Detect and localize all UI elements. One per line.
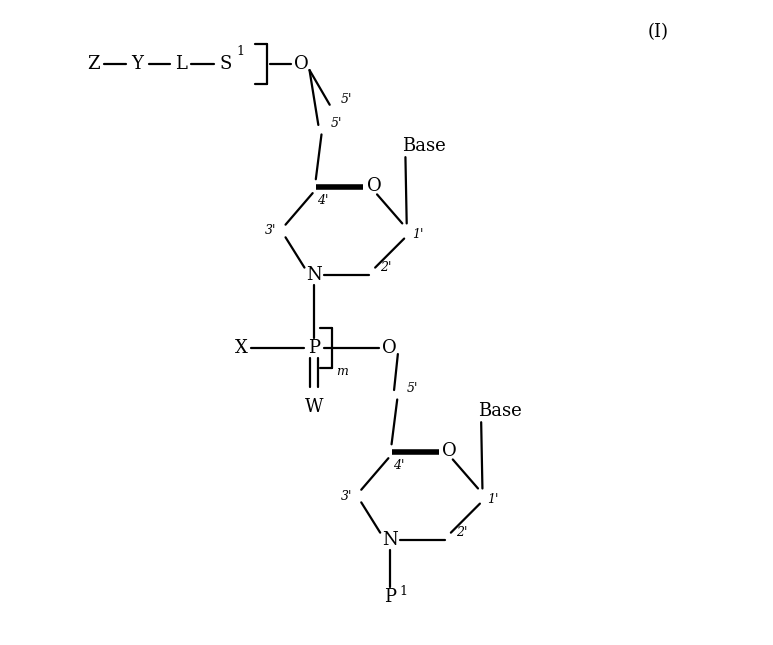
Text: P: P [308,339,320,357]
Text: 4': 4' [393,459,404,472]
Text: 1': 1' [412,228,423,241]
Text: 2': 2' [456,526,468,539]
Text: X: X [235,339,248,357]
Text: 5': 5' [340,94,352,106]
Text: Base: Base [478,402,522,420]
Text: Y: Y [131,55,143,73]
Text: Base: Base [403,137,446,155]
Text: P: P [383,588,396,606]
Text: 3': 3' [340,490,352,502]
Text: O: O [383,339,397,357]
Text: 1: 1 [400,586,407,599]
Text: L: L [175,55,187,73]
Text: 1': 1' [488,493,499,506]
Text: m: m [336,364,348,377]
Text: N: N [306,266,322,284]
Text: 1: 1 [237,45,244,57]
Text: O: O [294,55,308,73]
Text: O: O [366,177,381,195]
Text: N: N [382,531,397,550]
Text: O: O [442,442,457,460]
Text: 2': 2' [380,261,392,274]
Text: 3': 3' [264,224,276,237]
Text: W: W [305,398,323,416]
Text: 5': 5' [331,117,342,130]
Text: 5': 5' [407,382,418,395]
Text: S: S [220,55,232,73]
Text: (I): (I) [647,23,669,41]
Text: Z: Z [87,55,100,73]
Text: 4': 4' [317,194,329,207]
